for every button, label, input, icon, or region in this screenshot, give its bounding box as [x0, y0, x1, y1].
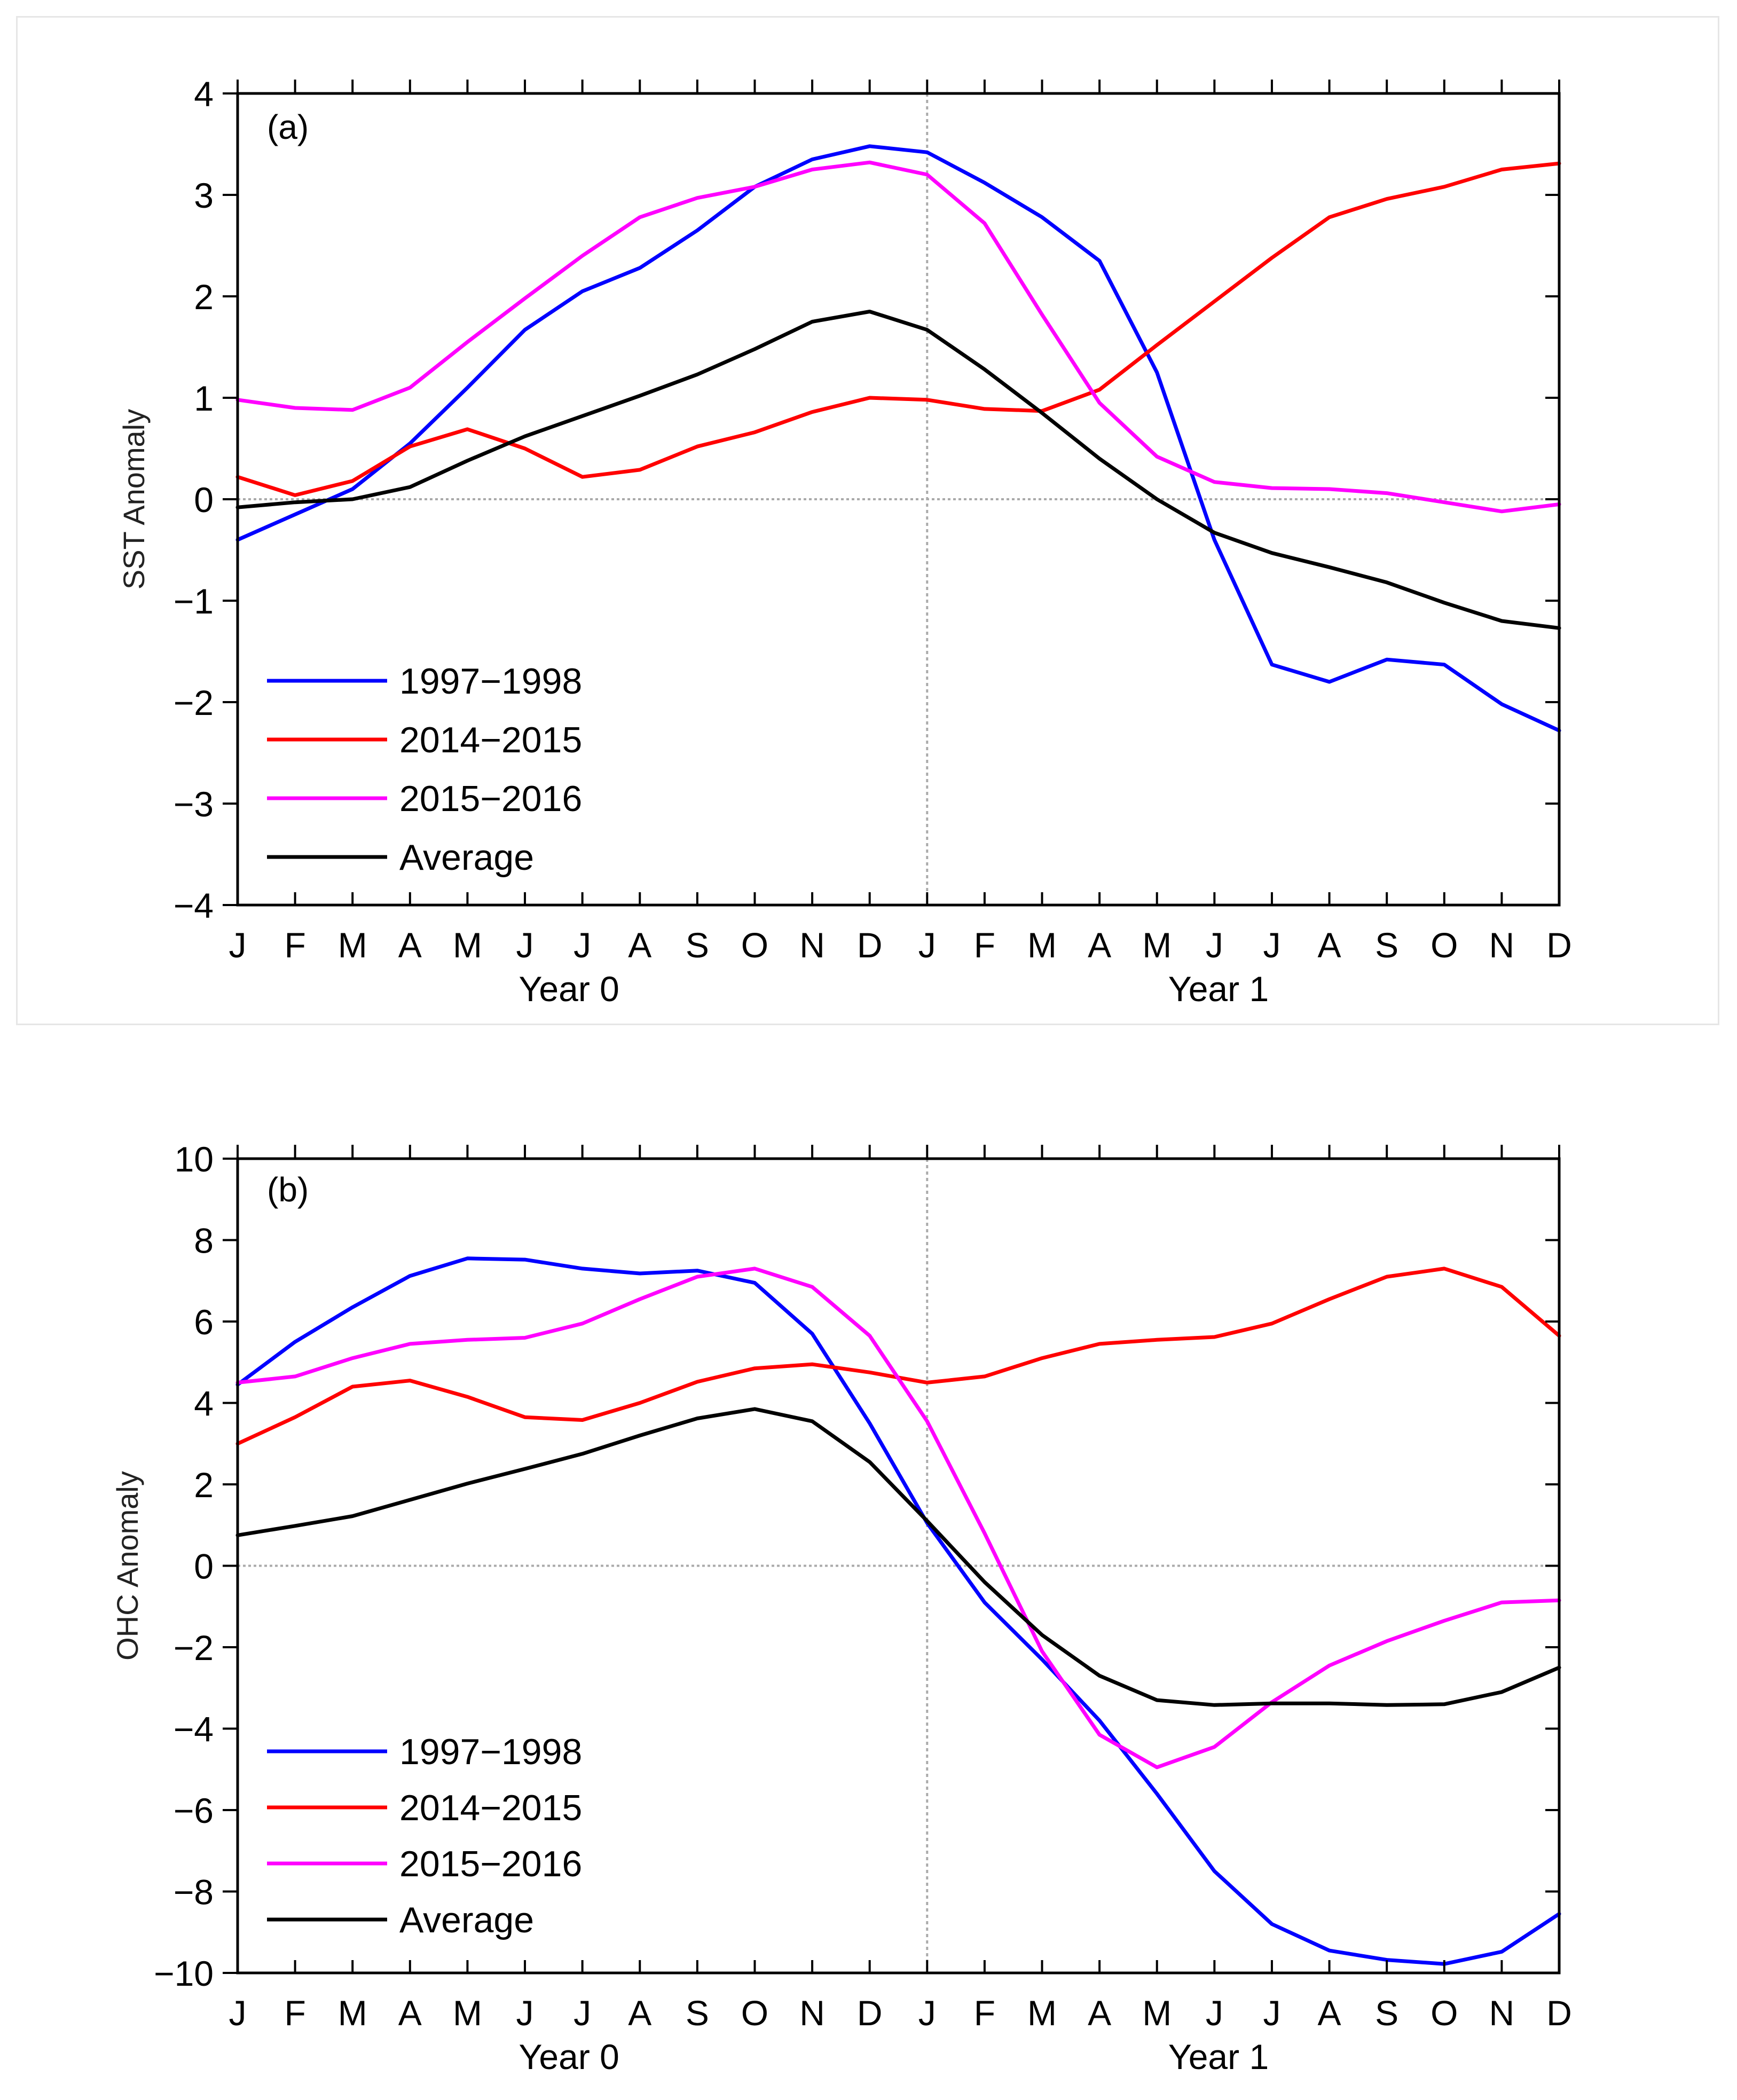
legend: 1997−1998 2014−2015 2015−2016 Average [267, 661, 582, 878]
x-tick-label: M [1027, 925, 1057, 965]
x-tick-label: J [1263, 925, 1280, 965]
x-tick-label: J [1206, 925, 1223, 965]
x-tick-label: J [918, 1993, 936, 2033]
x-tick-label: F [974, 1993, 995, 2033]
y-axis-title: OHC Anomaly [111, 1471, 144, 1661]
x-tick-label: A [1318, 1993, 1341, 2033]
y-tick-label: −10 [154, 1954, 214, 1993]
panel-a-frame [16, 16, 1719, 1025]
y-tick-label: 4 [194, 74, 214, 114]
x-tick-label: D [857, 1993, 883, 2033]
legend-label-4: Average [399, 1900, 534, 1940]
x-tick-label: M [1027, 1993, 1057, 2033]
x-tick-label: N [1489, 1993, 1515, 2033]
year-0-label: Year 0 [518, 969, 619, 1009]
y-tick-label: 1 [194, 379, 214, 418]
legend-label-3: 2015−2016 [399, 778, 582, 819]
x-tick-label: J [1263, 1993, 1280, 2033]
x-tick-label: M [453, 1993, 482, 2033]
x-tick-label: J [1206, 1993, 1223, 2033]
x-tick-label: A [398, 925, 422, 965]
x-tick-label: J [573, 925, 591, 965]
x-tick-label: A [628, 925, 651, 965]
x-tick-label: A [1088, 925, 1111, 965]
legend-label-1: 1997−1998 [399, 661, 582, 702]
x-tick-label: N [799, 1993, 825, 2033]
y-axis-title: SST Anomaly [117, 409, 151, 589]
x-tick-label: D [1546, 925, 1572, 965]
series-line-4 [235, 1407, 1561, 1707]
x-tick-label: D [857, 925, 883, 965]
y-tick-label: −6 [174, 1791, 214, 1830]
x-tick-label: S [1375, 925, 1398, 965]
x-tick-label: J [918, 925, 936, 965]
x-tick-label: O [741, 925, 768, 965]
x-tick-label: O [1431, 1993, 1458, 2033]
panel-label: (a) [267, 108, 309, 146]
x-tick-label: O [1431, 925, 1458, 965]
y-tick-label: −1 [174, 581, 214, 621]
y-tick-label: 3 [194, 176, 214, 215]
y-tick-label: −4 [174, 886, 214, 925]
x-tick-label: J [516, 925, 534, 965]
legend-label-3: 2015−2016 [399, 1844, 582, 1884]
y-tick-label: 10 [175, 1139, 214, 1179]
legend-label-4: Average [399, 837, 534, 878]
x-tick-label: J [516, 1993, 534, 2033]
legend-label-2: 2014−2015 [399, 720, 582, 760]
series-line-3 [235, 160, 1561, 514]
x-tick-label: A [398, 1993, 422, 2033]
series-line-2 [235, 161, 1561, 497]
y-tick-label: −8 [174, 1873, 214, 1912]
series-line-3 [235, 1267, 1561, 1769]
y-tick-label: 0 [194, 1547, 214, 1586]
x-tick-label: N [1489, 925, 1515, 965]
x-tick-label: J [573, 1993, 591, 2033]
y-tick-label: 8 [194, 1221, 214, 1261]
x-tick-label: F [284, 925, 305, 965]
series-line-1 [235, 144, 1561, 733]
legend-label-1: 1997−1998 [399, 1732, 582, 1772]
x-tick-label: A [628, 1993, 651, 2033]
x-tick-label: N [799, 925, 825, 965]
legend: 1997−1998 2014−2015 2015−2016 Average [267, 1732, 582, 1940]
y-tick-label: −2 [174, 683, 214, 722]
x-tick-label: F [974, 925, 995, 965]
x-tick-label: O [741, 1993, 768, 2033]
y-tick-label: −2 [174, 1628, 214, 1668]
y-tick-label: 2 [194, 1465, 214, 1505]
x-tick-label: M [1142, 925, 1172, 965]
x-tick-label: J [229, 925, 247, 965]
year-1-label: Year 1 [1168, 2037, 1269, 2077]
x-tick-label: D [1546, 1993, 1572, 2033]
y-tick-label: −4 [174, 1710, 214, 1749]
series-line-4 [235, 310, 1561, 630]
y-tick-label: 2 [194, 277, 214, 317]
x-tick-label: S [686, 1993, 709, 2033]
series-line-2 [235, 1267, 1561, 1446]
x-tick-label: S [686, 925, 709, 965]
y-tick-label: 0 [194, 480, 214, 520]
x-tick-label: M [338, 1993, 367, 2033]
y-tick-label: 6 [194, 1302, 214, 1342]
x-tick-label: A [1318, 925, 1341, 965]
x-tick-label: J [229, 1993, 247, 2033]
x-tick-label: M [338, 925, 367, 965]
series-line-1 [235, 1256, 1561, 1966]
y-tick-label: 4 [194, 1384, 214, 1423]
x-tick-label: A [1088, 1993, 1111, 2033]
legend-label-2: 2014−2015 [399, 1788, 582, 1828]
panel-label: (b) [267, 1170, 309, 1209]
y-tick-label: −3 [174, 784, 214, 824]
x-tick-label: M [1142, 1993, 1172, 2033]
x-tick-label: S [1375, 1993, 1398, 2033]
x-tick-label: F [284, 1993, 305, 2033]
x-tick-label: M [453, 925, 482, 965]
year-0-label: Year 0 [518, 2037, 619, 2077]
year-1-label: Year 1 [1168, 969, 1269, 1009]
